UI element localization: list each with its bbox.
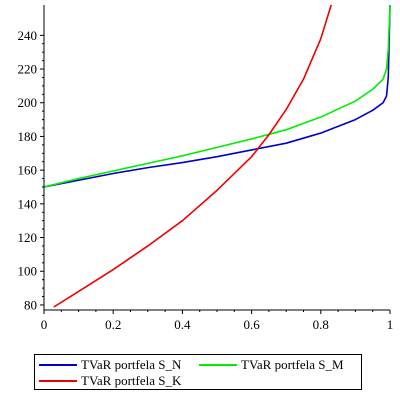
legend-swatch-s-n	[39, 364, 77, 366]
legend-swatch-s-m	[199, 364, 237, 366]
y-tick-label: 160	[18, 163, 38, 178]
x-tick-label: 0.2	[105, 317, 121, 332]
legend-item-s-n: TVaR portfela S_N	[39, 357, 181, 373]
x-tick-label: 0	[41, 317, 48, 332]
series-line-1	[44, 5, 391, 188]
legend: TVaR portfela S_N TVaR portfela S_M TVaR…	[34, 354, 362, 390]
legend-label-s-n: TVaR portfela S_N	[81, 357, 182, 372]
y-tick-label: 220	[18, 62, 38, 77]
y-tick-label: 200	[18, 95, 38, 110]
series-line-0	[44, 5, 391, 188]
plot-area	[44, 5, 391, 308]
y-tick-label: 120	[18, 230, 38, 245]
legend-label-s-k: TVaR portfela S_K	[81, 373, 182, 388]
legend-item-s-k: TVaR portfela S_K	[39, 373, 181, 389]
axes	[40, 5, 391, 314]
y-tick-label: 100	[18, 264, 38, 279]
x-tick-label: 0.4	[174, 317, 191, 332]
y-tick-label: 140	[18, 196, 38, 211]
y-tick-label: 180	[18, 129, 38, 144]
x-tick-label: 1	[387, 317, 394, 332]
y-tick-label: 80	[24, 297, 37, 312]
y-tick-label: 240	[18, 28, 38, 43]
legend-label-s-m: TVaR portfela S_M	[241, 357, 344, 372]
x-tick-label: 0.6	[243, 317, 260, 332]
legend-swatch-s-k	[39, 380, 77, 382]
x-tick-label: 0.8	[313, 317, 329, 332]
series-line-2	[53, 5, 332, 308]
legend-item-s-m: TVaR portfela S_M	[199, 357, 344, 373]
